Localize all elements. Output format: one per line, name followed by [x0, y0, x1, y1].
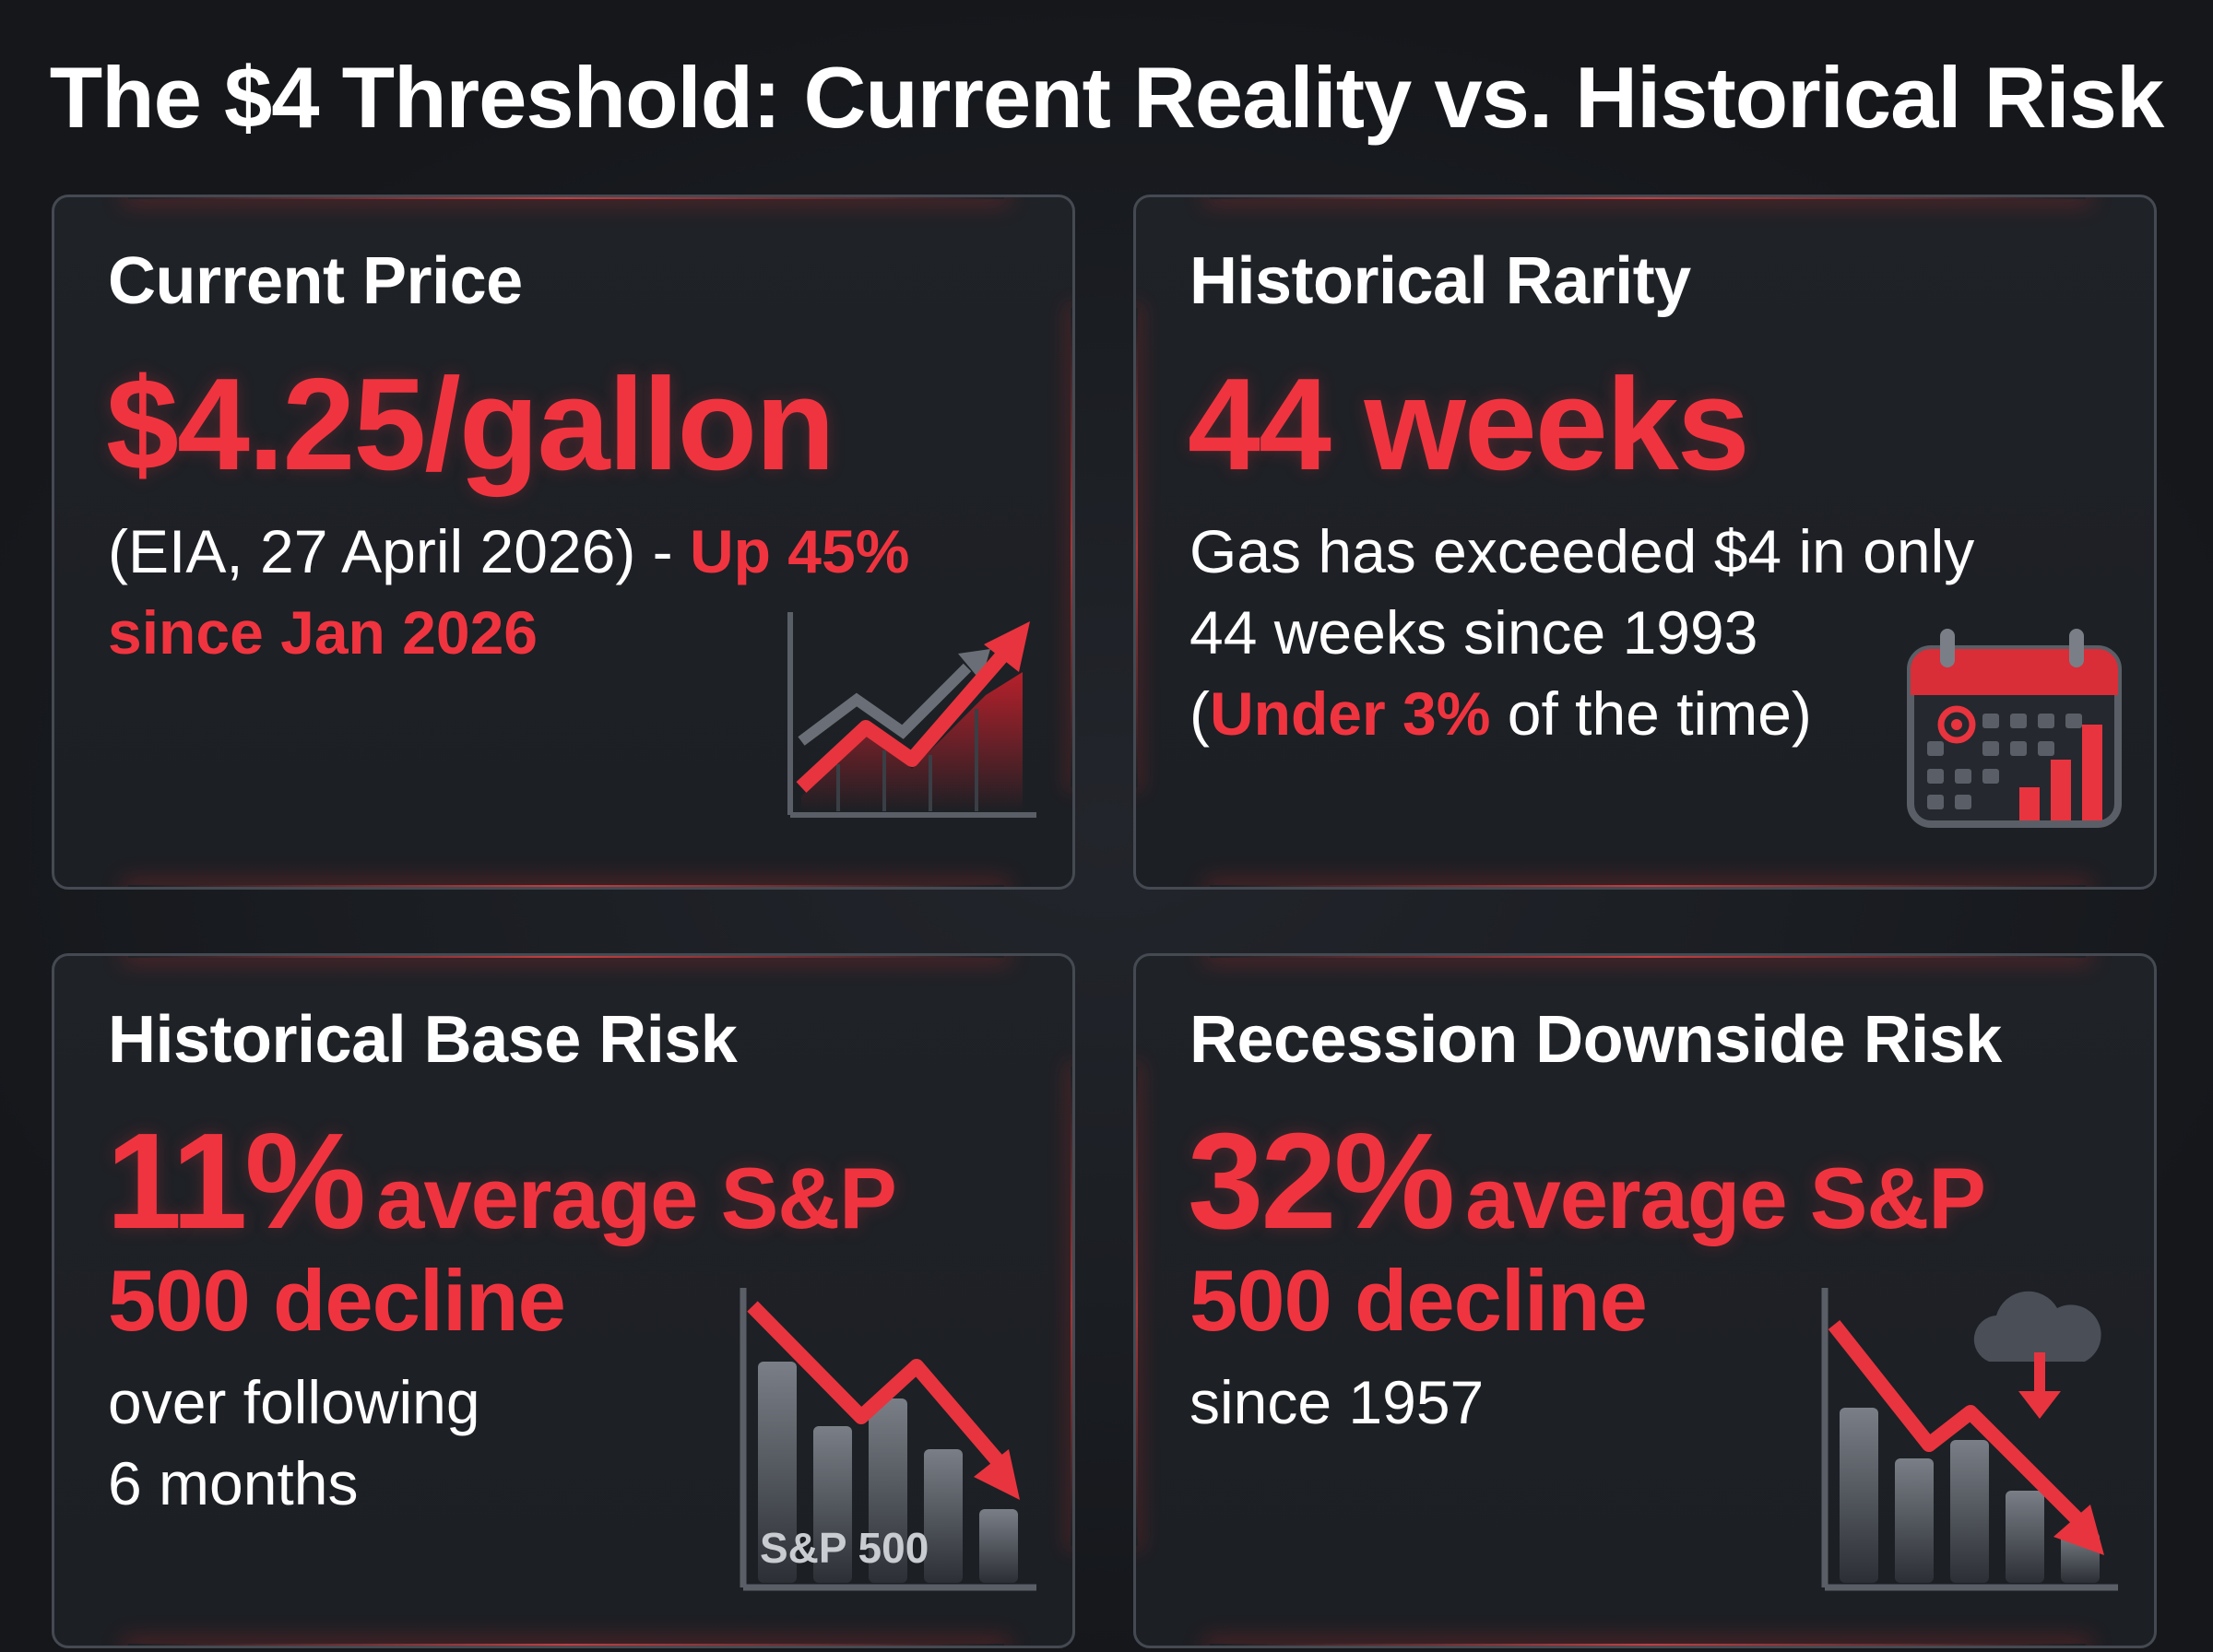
card-glow [1210, 1644, 2086, 1646]
rising-chart-icon [787, 612, 1036, 818]
card-glow [1210, 885, 2086, 887]
card-glow [1210, 197, 2086, 199]
base-risk-label: average S&P [376, 1150, 897, 1246]
page-title: The $4 Threshold: Current Reality vs. Hi… [49, 49, 2164, 146]
base-risk-sub: over following 6 months [108, 1362, 480, 1524]
card-glow [1071, 1067, 1072, 1546]
calendar-icon [1907, 629, 2122, 828]
card-glow [1136, 308, 1138, 787]
rarity-line-1: Gas has exceeded $4 in only [1189, 517, 1975, 585]
recession-risk-sub-line-1: since 1957 [1189, 1368, 1485, 1436]
base-risk-line-2: 500 decline [108, 1252, 566, 1349]
base-risk-sub-line-2: 6 months [108, 1449, 359, 1517]
rarity-line-3: (Under 3% of the time) [1189, 673, 2093, 754]
card-glow [128, 197, 1004, 199]
price-source-text: (EIA, 27 April 2026) - [108, 517, 690, 585]
recession-risk-value: 32% average S&P [1188, 1103, 1986, 1260]
base-risk-pct: 11% [106, 1105, 366, 1257]
recession-risk-label: average S&P [1465, 1150, 1986, 1246]
recession-risk-line-2: 500 decline [1189, 1252, 1648, 1349]
card-current-price: Current Price $4.25/gallon (EIA, 27 Apri… [52, 195, 1075, 890]
recession-risk-sub: since 1957 [1189, 1362, 1484, 1443]
card-glow [128, 956, 1004, 958]
card-title: Historical Base Risk [108, 1003, 738, 1077]
paren-open: ( [1189, 679, 1210, 748]
card-title: Recession Downside Risk [1189, 1003, 2002, 1077]
price-change-highlight: Up 45% since Jan 2026 [108, 517, 910, 667]
falling-chart-icon: S&P 500 [740, 1288, 1036, 1591]
card-glow [1210, 956, 2086, 958]
rarity-line-2: 44 weeks since 1993 [1189, 598, 1758, 667]
rarity-highlight: Under 3% [1209, 679, 1491, 748]
card-glow [128, 885, 1004, 887]
card-title: Current Price [108, 244, 523, 318]
storm-cloud-falling-chart-icon [1821, 1288, 2118, 1591]
card-recession-downside-risk: Recession Downside Risk 32% average S&P 5… [1133, 953, 2157, 1648]
base-risk-sub-line-1: over following [108, 1368, 480, 1436]
card-glow [128, 1644, 1004, 1646]
card-title: Historical Rarity [1189, 244, 1691, 318]
card-glow [1136, 1067, 1138, 1546]
card-glow [1071, 308, 1072, 787]
card-historical-base-risk: Historical Base Risk 11% average S&P 500 … [52, 953, 1075, 1648]
base-risk-value: 11% average S&P [106, 1103, 897, 1260]
current-price-value: $4.25/gallon [106, 351, 835, 498]
rarity-note: Gas has exceeded $4 in only 44 weeks sin… [1189, 511, 2093, 754]
sp500-chart-label: S&P 500 [760, 1524, 929, 1572]
current-price-note: (EIA, 27 April 2026) - Up 45% since Jan … [108, 511, 1012, 673]
rarity-value: 44 weeks [1188, 351, 1750, 498]
recession-risk-pct: 32% [1188, 1105, 1455, 1257]
card-historical-rarity: Historical Rarity 44 weeks Gas has excee… [1133, 195, 2157, 890]
rarity-suffix: of the time) [1490, 679, 1812, 748]
